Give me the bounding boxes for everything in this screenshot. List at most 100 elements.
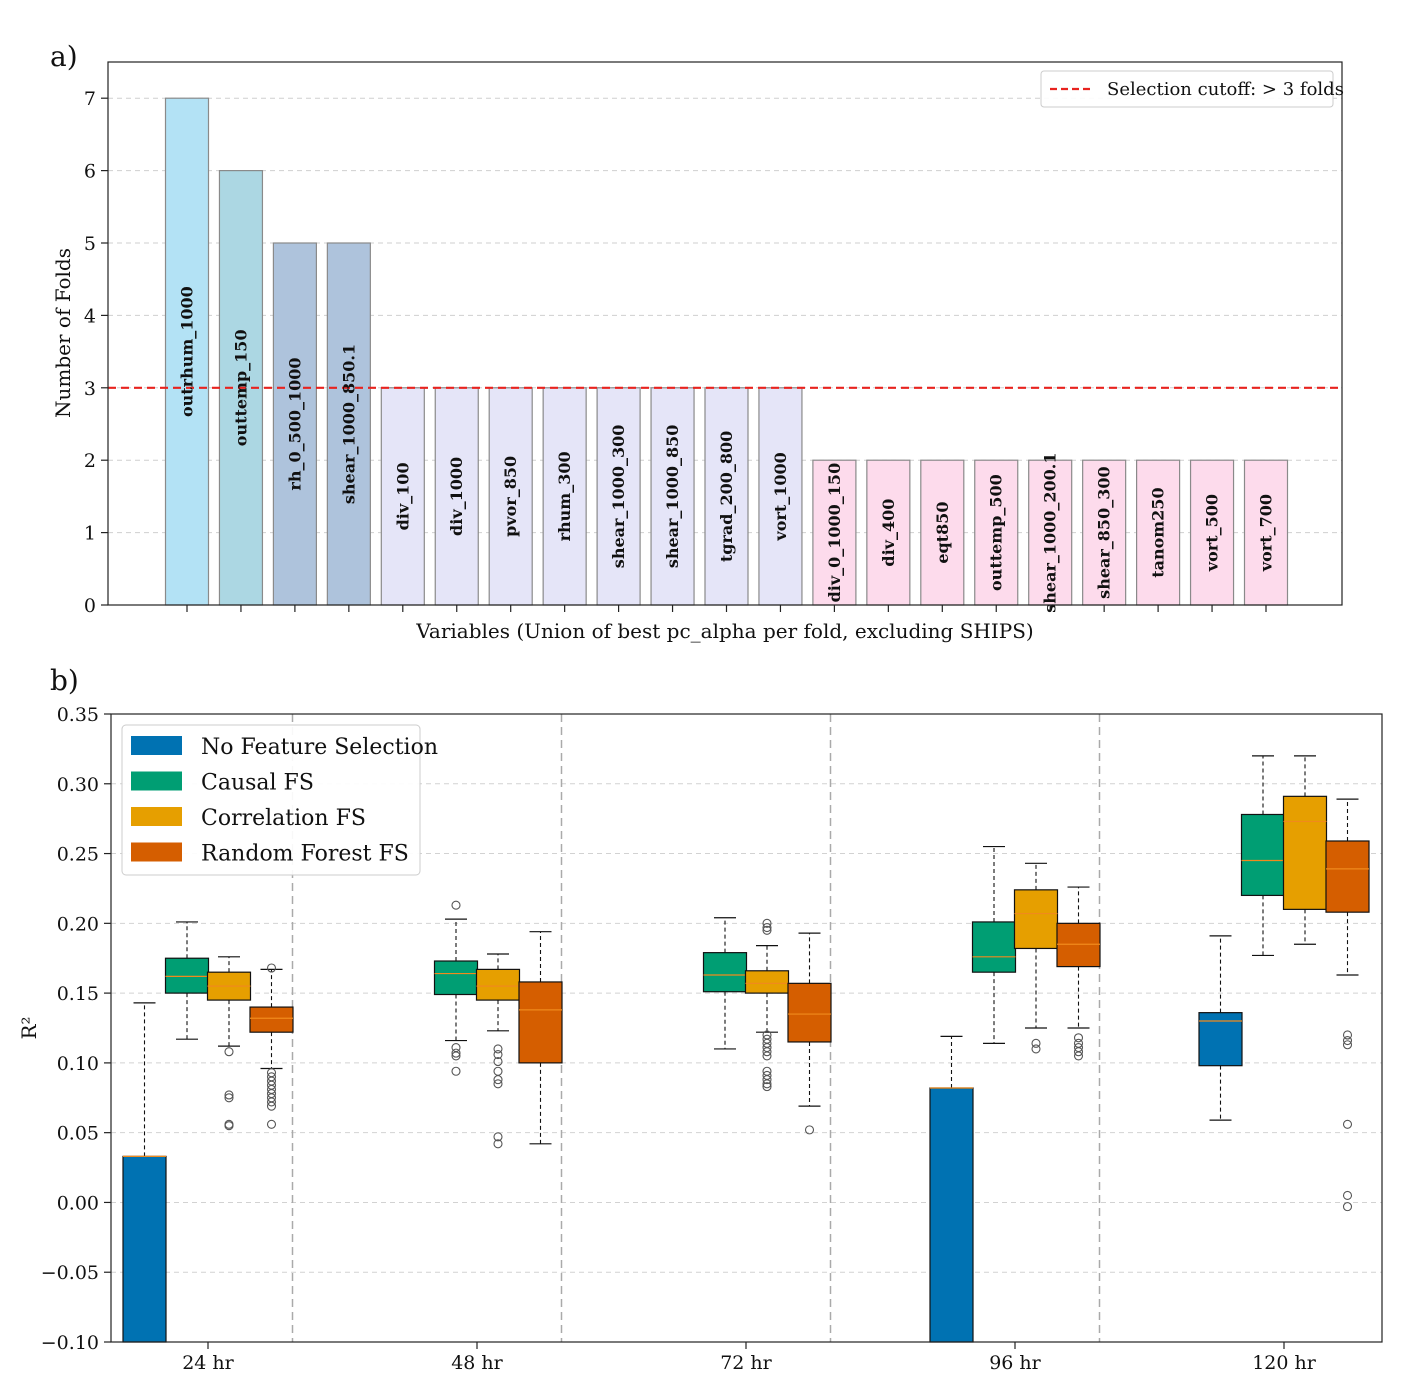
variable-bar-label: shear_1000_300 (609, 425, 628, 569)
box-iqr (249, 1006, 294, 1033)
variable-bar-label: div_1000 (447, 457, 466, 536)
outlier-point (451, 1048, 461, 1058)
outlier-point (451, 1066, 461, 1076)
variable-bar (164, 97, 210, 606)
variable-bar-label: rhum_300 (555, 451, 574, 541)
box-iqr (1013, 889, 1059, 950)
outlier-point (493, 1079, 503, 1089)
outlier-point (1073, 1033, 1084, 1043)
outlier-point (224, 1121, 234, 1131)
variable-bar (1135, 459, 1181, 606)
box-4-4 (1056, 886, 1101, 1061)
box-1-5 (1198, 935, 1243, 1121)
box-iqr (433, 960, 479, 996)
box-iqr (929, 1087, 974, 1343)
variable-bar-label: tgrad_200_800 (717, 431, 736, 562)
box-4-5 (1325, 798, 1370, 1212)
outlier-point (493, 1139, 503, 1149)
outlier-point (1031, 1044, 1041, 1054)
variable-bar-label: vort_1000 (771, 452, 790, 541)
panel-b-ytick-label: 0.05 (57, 1123, 99, 1145)
box-iqr (1056, 922, 1101, 968)
box-iqr (1282, 795, 1328, 910)
variable-bar-label: shear_850_300 (1095, 466, 1114, 598)
legend-label: Random Forest FS (201, 842, 409, 867)
panel-a-ytick-label: 5 (84, 233, 96, 255)
panel-b-xtick-label: 24 hr (182, 1352, 234, 1374)
box-iqr (787, 982, 832, 1043)
outlier-point (762, 1082, 772, 1092)
panel-b-xtick-label: 120 hr (1252, 1352, 1317, 1374)
panel-a-label: a) (50, 40, 78, 73)
outlier-point (451, 1051, 461, 1061)
outlier-point (266, 963, 277, 973)
panel-a-ytick-label: 1 (84, 523, 96, 545)
outlier-point (762, 918, 772, 928)
box-1-4 (929, 1035, 974, 1343)
outlier-point (493, 1066, 503, 1076)
panel-a-legend-box (1040, 70, 1334, 108)
box-3-1 (206, 956, 252, 1131)
panel-b-ytick-label: 0.25 (57, 844, 99, 866)
panel-b-xtick-label: 96 hr (989, 1352, 1041, 1374)
variable-bar (650, 387, 695, 606)
outlier-point (1073, 1051, 1084, 1061)
box-iqr (164, 957, 210, 994)
variable-bar (758, 387, 803, 606)
legend-swatch (131, 771, 182, 791)
box-2-5 (1240, 755, 1286, 957)
panel-a-bars (164, 97, 1289, 606)
panel-a-xticks (186, 605, 1267, 612)
legend-swatch (131, 842, 182, 862)
panel-b-boxes (122, 755, 1370, 1343)
panel-a-variable-labels: outrhum_1000 outtemp_150 rh_0_500_1000 shea… (178, 286, 1276, 613)
outlier-point (762, 925, 772, 935)
panel-b-ylabel: R² (17, 1016, 41, 1039)
outlier-point (266, 1097, 277, 1107)
variable-bar-label: outtemp_150 (231, 329, 250, 446)
box-iqr (971, 921, 1017, 973)
box-3-5 (1282, 755, 1328, 945)
variable-bar-label: div_0_1000_150 (825, 463, 844, 603)
outlier-point (762, 1051, 772, 1061)
outlier-point (762, 1047, 772, 1057)
outlier-point (1342, 1030, 1353, 1040)
outlier-point (266, 1101, 277, 1111)
outlier-point (1342, 1036, 1353, 1046)
legend-label: Causal FS (201, 771, 314, 796)
outlier-point (493, 1049, 503, 1060)
outlier-point (1342, 1119, 1353, 1129)
variable-bar-label: outrhum_1000 (178, 286, 197, 417)
outlier-point (451, 900, 461, 910)
variable-bar (974, 459, 1019, 606)
panel-b-ytick-label: 0.10 (57, 1053, 99, 1075)
panel-a-ytick-label: 7 (84, 88, 96, 110)
variable-bar-label: shear_1000_200.1 (1041, 452, 1060, 612)
box-iqr (518, 981, 563, 1064)
box-2-4 (971, 845, 1017, 1044)
panel-a-ytick-label: 3 (84, 378, 96, 400)
outlier-point (266, 1119, 277, 1129)
box-iqr (702, 952, 748, 993)
variable-bar-label: div_400 (879, 499, 898, 567)
variable-bar-label: shear_1000_850 (663, 425, 682, 569)
variable-bar (1082, 459, 1127, 606)
panel-a-ylabel: Number of Folds (51, 248, 75, 418)
variable-bar (866, 459, 911, 606)
variable-bar-label: pvor_850 (501, 456, 520, 537)
panel-b-label: b) (50, 664, 79, 697)
outlier-point (1342, 1190, 1353, 1201)
outlier-point (493, 1132, 503, 1142)
variable-bar-label: outtemp_500 (987, 474, 1006, 591)
outlier-point (1031, 1038, 1041, 1048)
box-2-2 (433, 900, 479, 1076)
outlier-point (493, 1056, 503, 1067)
legend-label: Correlation FS (201, 806, 366, 831)
panel-b-legend: No Feature Selection Causal FS Correlation… (121, 724, 438, 876)
outlier-point (762, 922, 772, 933)
legend-label: No Feature Selection (201, 735, 438, 760)
box-iqr (475, 968, 521, 1001)
legend-swatch (131, 736, 182, 755)
outlier-point (224, 1090, 234, 1100)
